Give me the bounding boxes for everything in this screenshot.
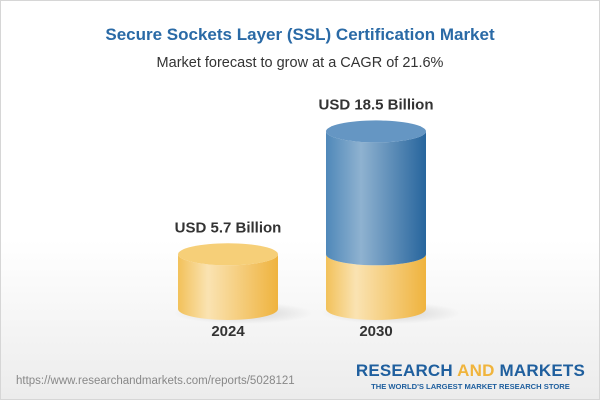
research-and-markets-logo: RESEARCH AND MARKETS THE WORLD'S LARGEST… [355, 361, 585, 391]
cylinder-2024-body [178, 254, 278, 320]
chart-subtitle: Market forecast to grow at a CAGR of 21.… [156, 55, 444, 71]
data-label: USD 18.5 Billion [318, 96, 433, 113]
category-label: 2030 [359, 323, 392, 340]
cylinder-2030-growth-body [326, 131, 426, 266]
cylinder-2024-top [178, 243, 278, 266]
chart-title: Secure Sockets Layer (SSL) Certification… [105, 25, 495, 44]
cylinder-2030-growth-top [326, 120, 426, 143]
data-label: USD 5.7 Billion [175, 219, 282, 236]
report-url[interactable]: https://www.researchandmarkets.com/repor… [16, 375, 295, 387]
cylinder-2030-base-body [326, 254, 426, 320]
category-label: 2024 [211, 323, 245, 340]
